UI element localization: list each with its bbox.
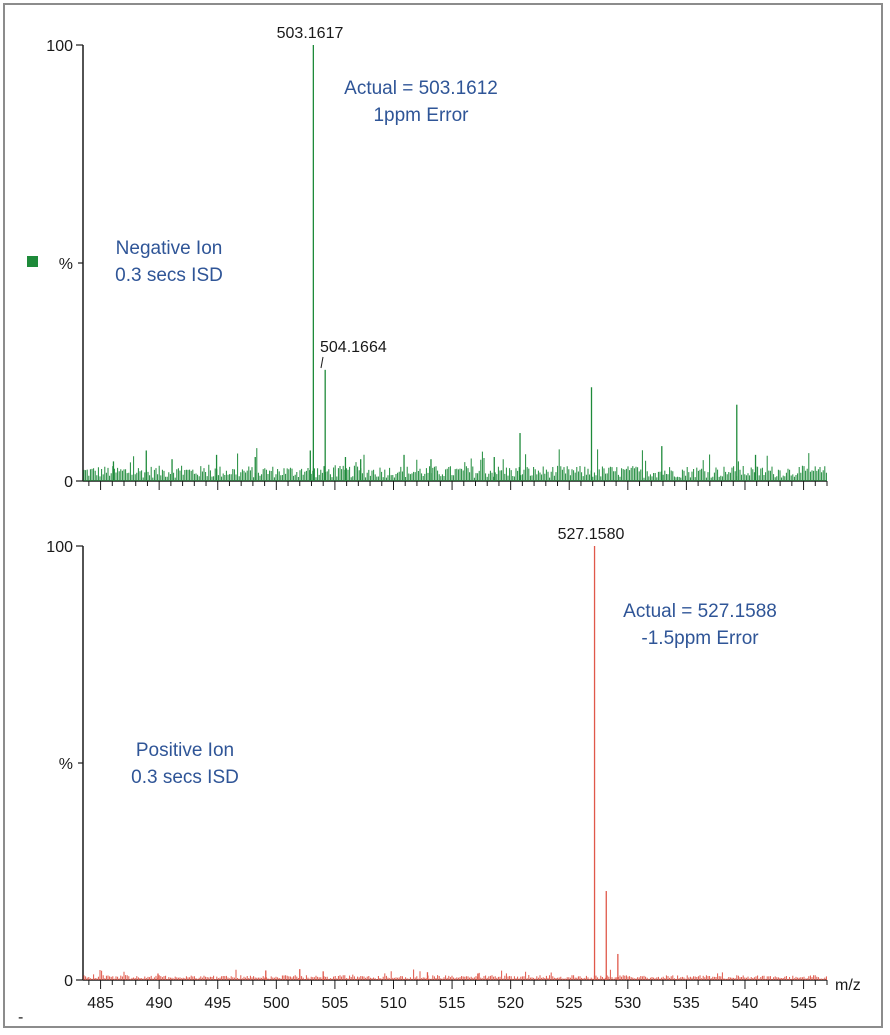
panel-top-ytick-label: % (59, 256, 73, 273)
panel-top-ytick-label: 0 (64, 474, 73, 491)
panel-top-ytick-label: 100 (46, 38, 73, 55)
annotation-isd: 0.3 secs ISD (115, 265, 223, 286)
x-tick-label: 500 (263, 995, 290, 1012)
panel-bottom-x-ticks (88, 980, 828, 989)
panel-bottom-ytick-label: 100 (46, 539, 73, 556)
x-tick-label: 520 (497, 995, 524, 1012)
chart-frame (3, 3, 883, 1028)
panel-bottom: 100 % 0 485 490 495 500 505 510 515 520 525 530 53… (46, 526, 860, 1012)
panel-bottom-x-tick-labels: 485 490 495 500 505 510 515 520 525 530 535 540 545 (87, 995, 817, 1012)
annotation-isd: 0.3 secs ISD (131, 767, 239, 788)
x-tick-label: 545 (790, 995, 817, 1012)
x-tick-label: 535 (673, 995, 700, 1012)
peak-label-leader (320, 356, 324, 369)
annotation-actual: Actual = 527.1588 (623, 601, 777, 622)
panel-bottom-ytick-label: % (59, 756, 73, 773)
x-tick-label: 505 (322, 995, 349, 1012)
panel-top-spectrum (83, 45, 827, 481)
peak-label: 504.1664 (320, 339, 387, 356)
x-tick-label: 485 (87, 995, 114, 1012)
panel-top-x-ticks (88, 481, 828, 490)
x-tick-label: 490 (146, 995, 173, 1012)
x-tick-label: 530 (614, 995, 641, 1012)
annotation-actual: Actual = 503.1612 (344, 78, 498, 99)
x-tick-label: 495 (204, 995, 231, 1012)
peak-label: 503.1617 (277, 25, 344, 42)
x-tick-label: 540 (732, 995, 759, 1012)
annotation-error: 1ppm Error (373, 105, 469, 126)
panel-top: 100 % 0 503.1617 504.1664 Actual = 503.1… (27, 25, 828, 491)
baseline-noise (83, 448, 827, 481)
annotation-error: -1.5ppm Error (641, 628, 759, 649)
panel-top-y-ticks (76, 44, 83, 482)
peak-label: 527.1580 (558, 526, 625, 543)
baseline-noise (83, 969, 827, 980)
x-tick-label: 510 (380, 995, 407, 1012)
x-tick-label: 525 (556, 995, 583, 1012)
panel-bottom-ytick-label: 0 (64, 973, 73, 990)
panel-bottom-y-ticks (76, 545, 83, 981)
corner-mark: - (18, 1009, 23, 1026)
panel-bottom-spectrum (83, 546, 827, 980)
x-tick-label: 515 (439, 995, 466, 1012)
annotation-ion-mode: Positive Ion (136, 740, 234, 761)
annotation-ion-mode: Negative Ion (116, 238, 223, 259)
legend-marker-icon (27, 256, 38, 267)
x-axis-label: m/z (835, 977, 861, 994)
